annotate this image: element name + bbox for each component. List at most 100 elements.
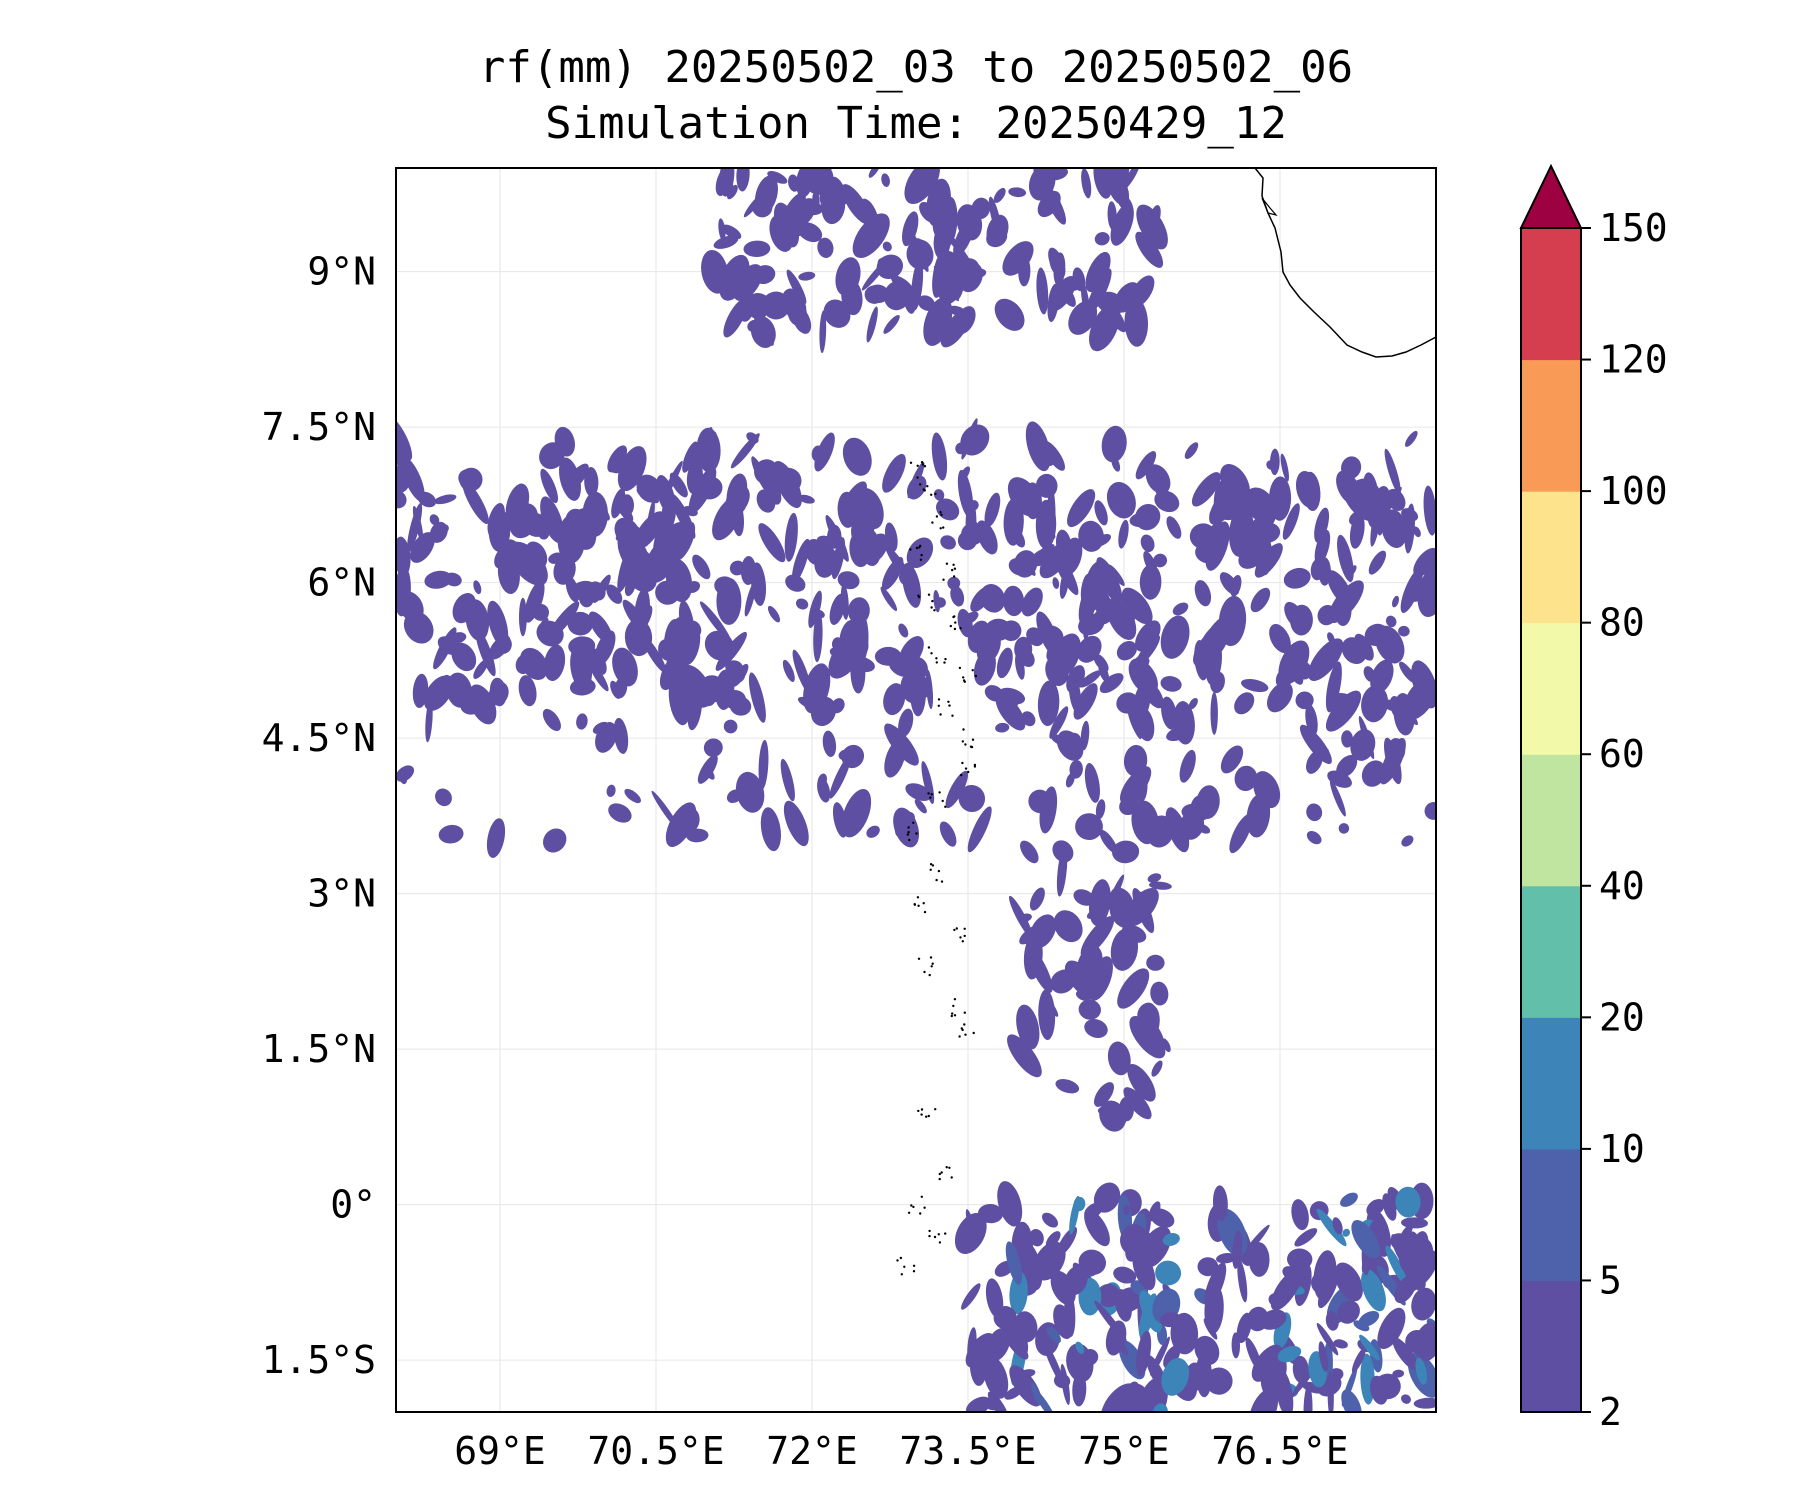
rain-blob [665, 558, 693, 603]
rain-blob [812, 609, 825, 619]
chart-subtitle: Simulation Time: 20250429_12 [545, 98, 1287, 149]
island-dot [923, 1206, 926, 1209]
rain-blob [715, 631, 747, 671]
rain-blob [1064, 1289, 1076, 1337]
rain-blob [532, 603, 550, 621]
rain-blob [1053, 910, 1083, 943]
rain-blob [1308, 638, 1344, 682]
rain-blob [1068, 278, 1084, 291]
rain-blob [752, 197, 773, 218]
rain-blob [804, 538, 821, 557]
rain-blob [1047, 283, 1060, 323]
rain-blob [1046, 1326, 1061, 1344]
rain-blob [487, 835, 498, 845]
colorbar-segment [1521, 622, 1581, 755]
rain-blob [1134, 503, 1161, 531]
rain-blob [1013, 550, 1038, 578]
rain-blob [1184, 442, 1199, 459]
island-dot [937, 704, 940, 707]
rain-blob [1073, 889, 1095, 906]
rain-blob [460, 700, 481, 715]
island-dot [952, 575, 956, 578]
island-dot [963, 927, 966, 930]
rain-blob [1166, 516, 1182, 539]
rain-blob [1050, 733, 1066, 746]
rain-blob [1334, 1262, 1363, 1302]
island-dot [931, 962, 934, 965]
rain-blob [703, 738, 723, 757]
island-dot [931, 864, 935, 867]
rain-blob [898, 708, 914, 738]
island-dot [938, 791, 941, 794]
rain-blob [713, 235, 739, 249]
island-dot [961, 940, 964, 943]
rain-blob [808, 590, 822, 628]
rain-blob [1160, 676, 1182, 692]
rain-blob [1145, 464, 1171, 494]
rain-blob [1084, 1019, 1108, 1038]
island-dot [912, 1264, 916, 1268]
rain-blob [1029, 1228, 1044, 1247]
rain-blob [686, 460, 703, 495]
rain-blob [1283, 567, 1311, 589]
rain-blob [819, 310, 827, 354]
rain-blob [1210, 671, 1225, 694]
island-dot [940, 1171, 943, 1174]
rain-blob [487, 600, 509, 648]
island-dot [939, 713, 942, 716]
rain-blob [1397, 700, 1418, 726]
island-dot [939, 511, 942, 514]
rain-blob [866, 306, 878, 343]
rain-blob [1381, 509, 1408, 548]
rain-blob [1162, 1038, 1171, 1053]
island-dot [923, 910, 927, 914]
rain-blob [1113, 1266, 1137, 1284]
rain-blob [670, 616, 689, 642]
rain-blob [751, 456, 771, 495]
rain-blob [1106, 481, 1136, 519]
rain-blob [932, 250, 948, 298]
rain-blob [1266, 460, 1276, 470]
rain-blob [1328, 580, 1364, 624]
rain-blob [1153, 553, 1168, 568]
rain-blob [1080, 720, 1090, 751]
island-dot [917, 594, 920, 597]
rain-blob [1002, 585, 1025, 617]
rain-blob [1179, 749, 1196, 783]
rain-blob [682, 441, 698, 473]
rain-blob [1394, 1275, 1417, 1304]
rain-blob [1384, 448, 1401, 495]
rain-blob [1075, 990, 1092, 1001]
rain-blob [444, 572, 462, 587]
rain-blob [1018, 256, 1031, 287]
rain-blob [578, 586, 595, 608]
rain-blob [1106, 598, 1137, 640]
rain-blob [1234, 692, 1255, 715]
rain-blob [1284, 601, 1305, 629]
rain-blob [1075, 1341, 1085, 1354]
rain-blob [784, 512, 798, 562]
island-dot [930, 965, 933, 968]
rain-blob [1036, 267, 1049, 315]
rain-blob [398, 768, 408, 785]
colorbar-tick-label: 100 [1599, 469, 1668, 513]
lon-tick-label: 70.5°E [587, 1429, 724, 1473]
island-dot [928, 973, 931, 977]
rain-blob [1237, 1259, 1248, 1303]
island-dot [912, 1205, 915, 1209]
rain-blob [1338, 823, 1350, 834]
rain-blob [1059, 569, 1069, 599]
island-dot [944, 657, 947, 661]
rain-blob [396, 536, 411, 577]
rain-blob [958, 784, 986, 813]
rain-blob [1303, 1384, 1313, 1412]
island-dot [948, 1166, 951, 1170]
rain-blob [772, 460, 802, 509]
rain-blob [1306, 830, 1322, 845]
island-dot [927, 593, 931, 596]
rain-blob [1163, 1345, 1181, 1369]
rain-blob [1161, 1358, 1190, 1396]
rain-blob [1316, 1208, 1347, 1247]
rain-blob [665, 802, 697, 847]
rain-blob [817, 237, 834, 258]
